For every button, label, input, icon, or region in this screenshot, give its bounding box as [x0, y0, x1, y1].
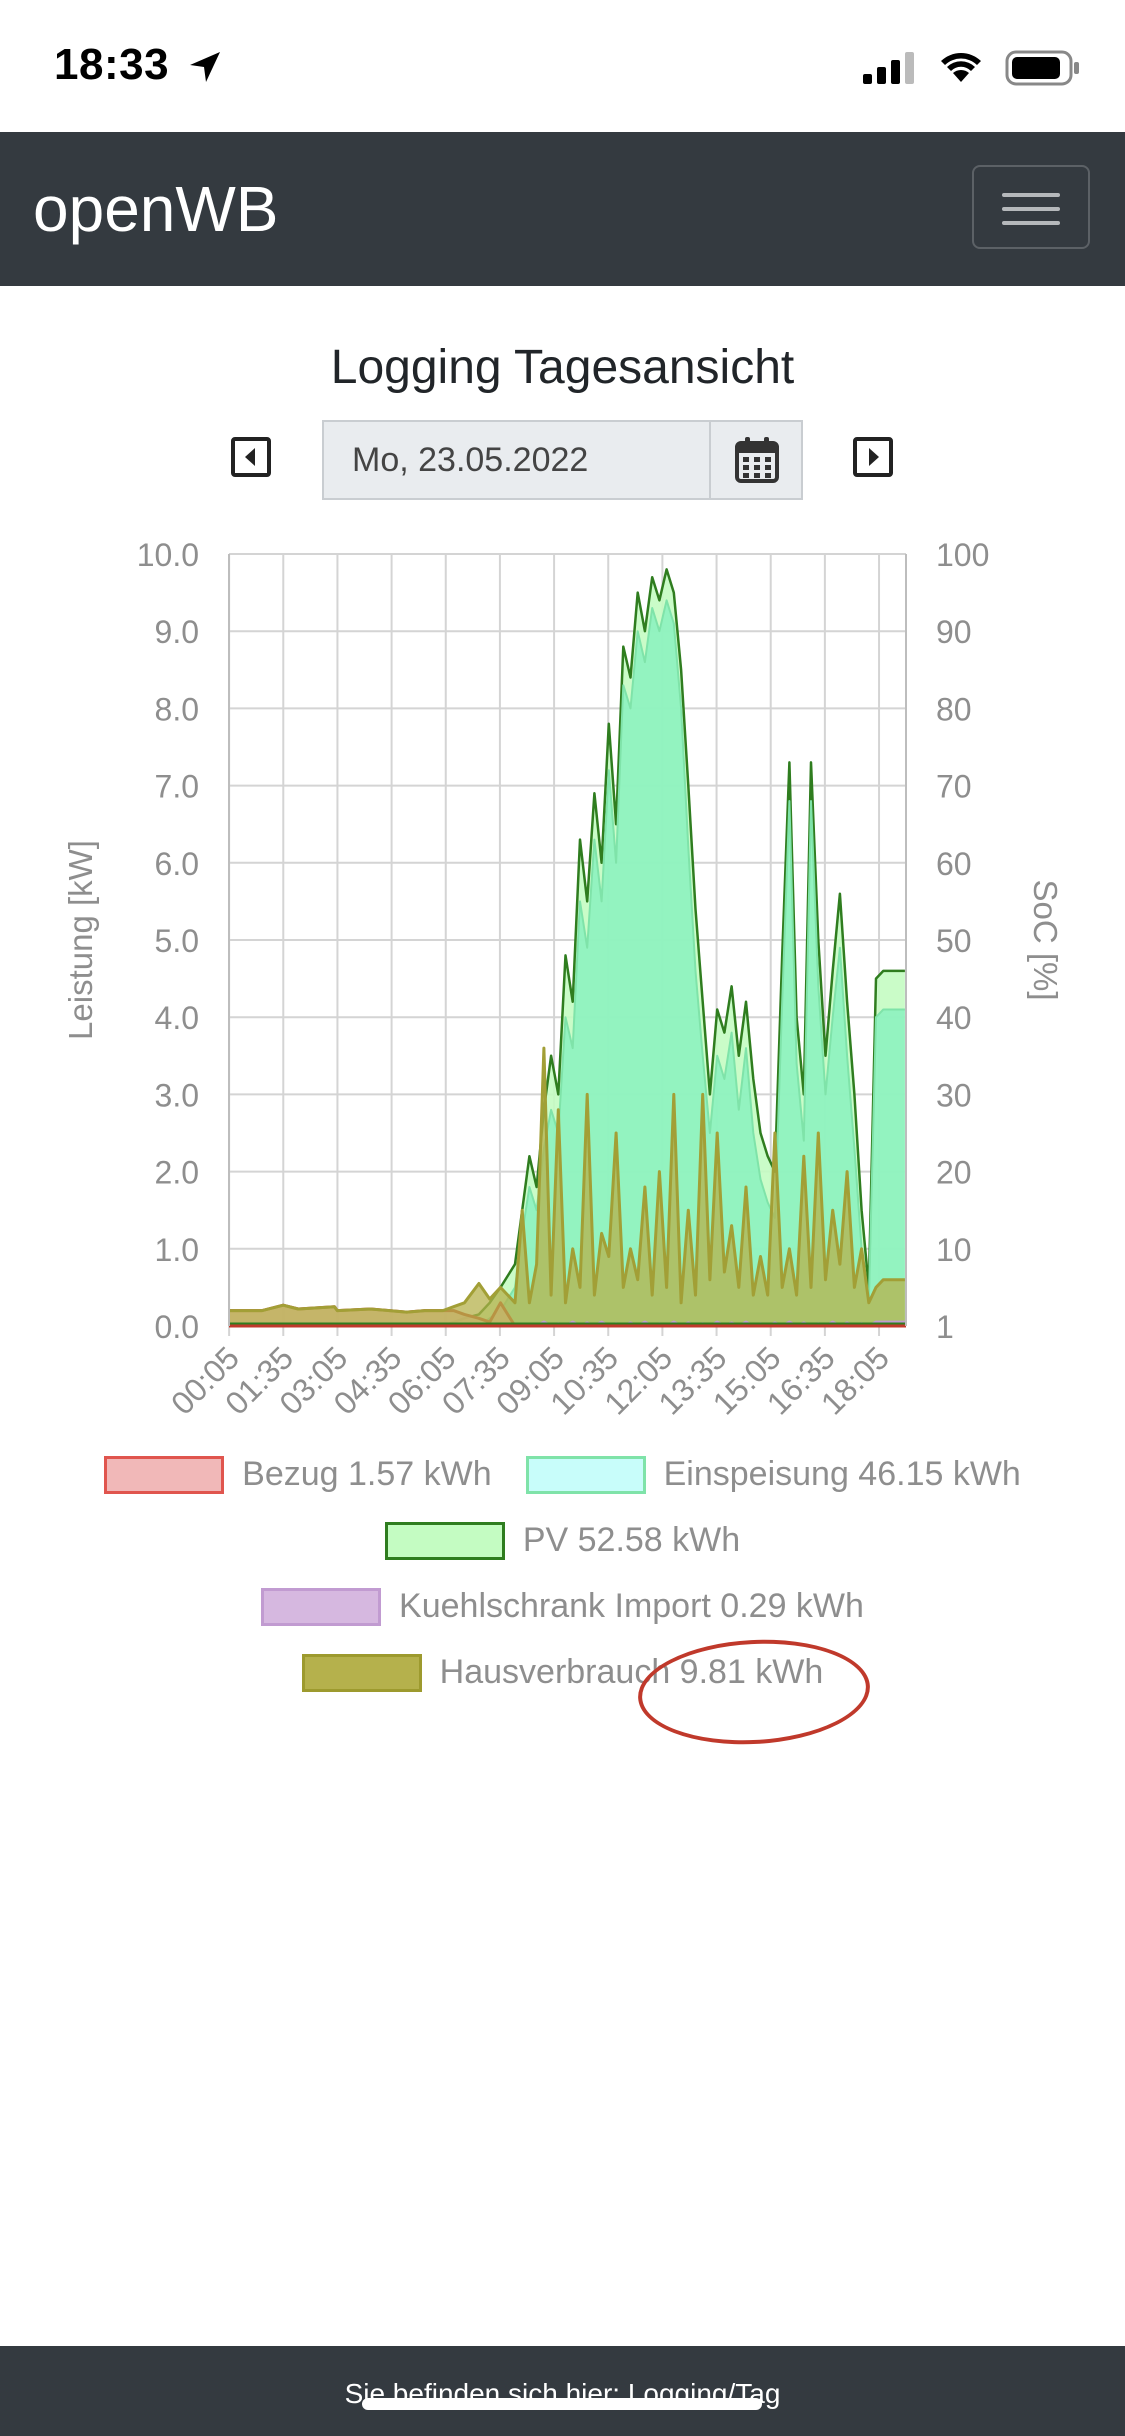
series-einspeisung-area: [229, 600, 905, 1326]
y-tick-label: 2.0: [155, 1155, 199, 1191]
battery-icon: [1005, 50, 1079, 86]
legend-swatch: [384, 1521, 505, 1560]
caret-right-icon: [869, 448, 879, 466]
wifi-icon: [941, 53, 981, 82]
legend-item-hausverbrauch[interactable]: Hausverbrauch 9.81 kWh: [301, 1653, 824, 1692]
y-tick-label: 0.0: [155, 1309, 199, 1345]
caret-left-icon: [245, 448, 255, 466]
brand-logo[interactable]: openWB: [33, 173, 279, 245]
legend-item-pv[interactable]: PV 52.58 kWh: [384, 1521, 741, 1560]
hamburger-icon: [1002, 193, 1060, 197]
navbar: openWB: [0, 132, 1125, 286]
legend-swatch: [104, 1455, 225, 1494]
y2-tick-label: 50: [936, 923, 972, 959]
y2-tick-label: 80: [936, 691, 972, 727]
legend-item-bezug[interactable]: Bezug 1.57 kWh: [104, 1455, 492, 1494]
y-tick-label: 9.0: [155, 614, 199, 650]
legend-label: Einspeisung 46.15 kWh: [663, 1455, 1021, 1493]
y2-tick-label: 10: [936, 1232, 972, 1268]
y2-tick-label: 90: [936, 614, 972, 650]
y-tick-label: 6.0: [155, 846, 199, 882]
calendar-icon: [735, 437, 779, 483]
y-tick-label: 7.0: [155, 769, 199, 805]
legend-item-kuehlschrank[interactable]: Kuehlschrank Import 0.29 kWh: [261, 1587, 864, 1626]
y2-axis-title: SoC [%]: [1027, 879, 1064, 1000]
y2-tick-label: 60: [936, 846, 972, 882]
y-tick-label: 1.0: [155, 1232, 199, 1268]
status-time: 18:33: [54, 40, 170, 89]
y-tick-label: 4.0: [155, 1000, 199, 1036]
legend-swatch: [525, 1455, 646, 1494]
y2-tick-label: 1: [936, 1309, 954, 1345]
legend-label: PV 52.58 kWh: [522, 1521, 741, 1559]
y2-tick-label: 30: [936, 1077, 972, 1113]
next-day-button[interactable]: [853, 437, 893, 477]
y-tick-label: 8.0: [155, 691, 199, 727]
annotation-circle: [635, 1634, 873, 1750]
y2-tick-label: 20: [936, 1155, 972, 1191]
y2-tick-label: 40: [936, 1000, 972, 1036]
y-tick-label: 3.0: [155, 1077, 199, 1113]
legend-label: Hausverbrauch 9.81 kWh: [439, 1653, 824, 1691]
legend-swatch: [261, 1587, 382, 1626]
page-title: Logging Tagesansicht: [330, 341, 795, 394]
footer: Sie befinden sich hier: Logging/Tag: [0, 2346, 1125, 2436]
date-picker: [322, 420, 803, 500]
legend-label: Kuehlschrank Import 0.29 kWh: [399, 1587, 864, 1625]
series-hausverbrauch-line: [229, 1046, 905, 1314]
y2-tick-label: 70: [936, 769, 972, 805]
y2-tick-label: 100: [936, 537, 989, 573]
y-axis-title: Leistung [kW]: [62, 840, 99, 1040]
y-tick-label: 10.0: [137, 537, 199, 573]
status-bar: 18:33: [0, 0, 1125, 132]
home-indicator[interactable]: [362, 2398, 762, 2410]
legend-label: Bezug 1.57 kWh: [242, 1455, 492, 1493]
legend-swatch: [301, 1653, 422, 1692]
y-tick-label: 5.0: [155, 923, 199, 959]
legend-item-einspeisung[interactable]: Einspeisung 46.15 kWh: [525, 1455, 1021, 1494]
menu-toggle-button[interactable]: [972, 165, 1090, 249]
location-arrow-icon: [190, 52, 220, 82]
calendar-button[interactable]: [709, 422, 803, 498]
cellular-signal-icon: [863, 52, 914, 84]
prev-day-button[interactable]: [231, 437, 271, 477]
power-chart: 0.0 1 1.0 10 2.0 20 3.0 30 4.0 40 5.0 50 6.0 60 7.0 70 8…: [62, 537, 1064, 1422]
series-hausverbrauch-area: [229, 1048, 905, 1326]
date-input[interactable]: [324, 422, 709, 498]
